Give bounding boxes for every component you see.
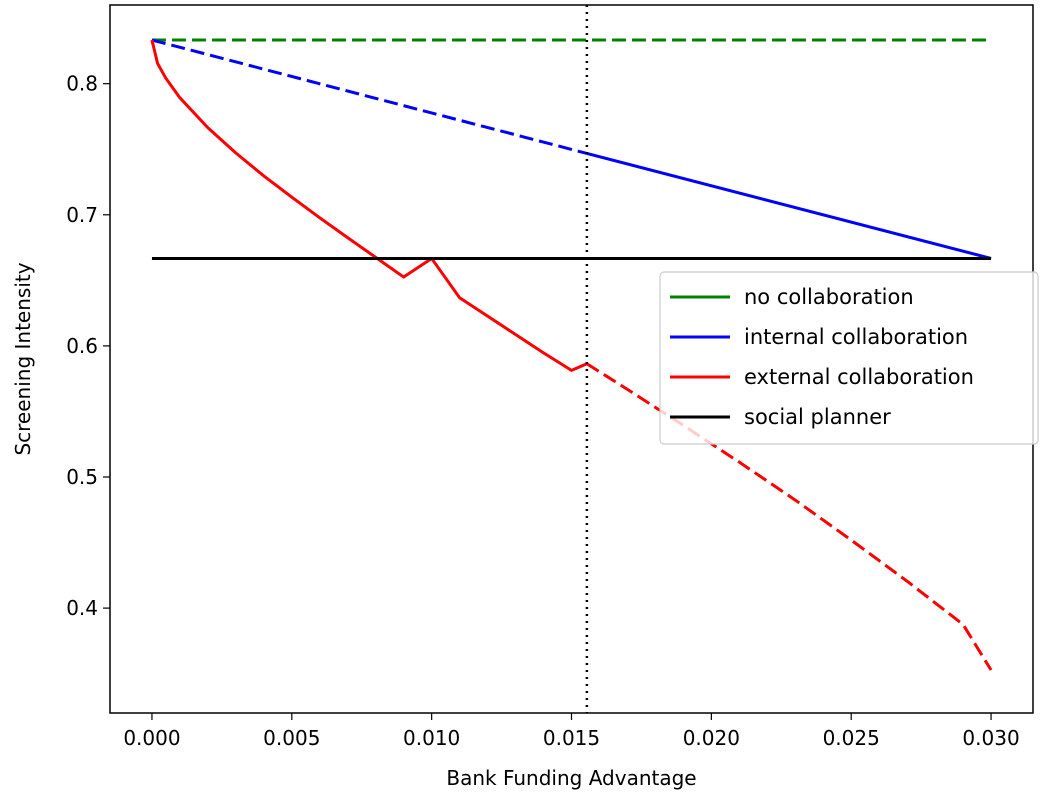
x-tick-label: 0.020 [683,726,740,750]
series-line-internal-collaboration-solid [586,151,992,260]
y-tick-label: 0.6 [66,334,98,358]
x-tick-label: 0.015 [543,726,600,750]
x-tick-label: 0.010 [403,726,460,750]
legend-label: no collaboration [744,285,914,309]
x-tick-label: 0.005 [263,726,320,750]
y-tick-label: 0.5 [66,465,98,489]
y-axis-label: Screening Intensity [11,262,35,455]
plot-area [150,5,993,713]
y-tick-label: 0.7 [66,203,98,227]
legend-box [659,271,1039,445]
legend-label: social planner [744,405,891,429]
x-tick-label: 0.000 [123,726,180,750]
series-line-external-collaboration-dashed [586,362,993,671]
x-tick-label: 0.025 [823,726,880,750]
x-axis-label: Bank Funding Advantage [446,766,696,790]
y-axis: 0.4 0.5 0.6 0.7 0.8 [66,72,110,620]
x-axis: 0.000 0.005 0.010 0.015 0.020 0.025 0.030 [123,713,1020,750]
series-line-external-collaboration-solid [150,39,588,372]
y-tick-label: 0.4 [66,596,98,620]
x-tick-label: 0.030 [962,726,1019,750]
legend: no collaboration internal collaboration ex… [659,271,1039,445]
legend-label: external collaboration [744,365,974,389]
legend-label: internal collaboration [744,325,968,349]
y-tick-label: 0.8 [66,72,98,96]
series-line-internal-collaboration-dashed [151,38,588,155]
